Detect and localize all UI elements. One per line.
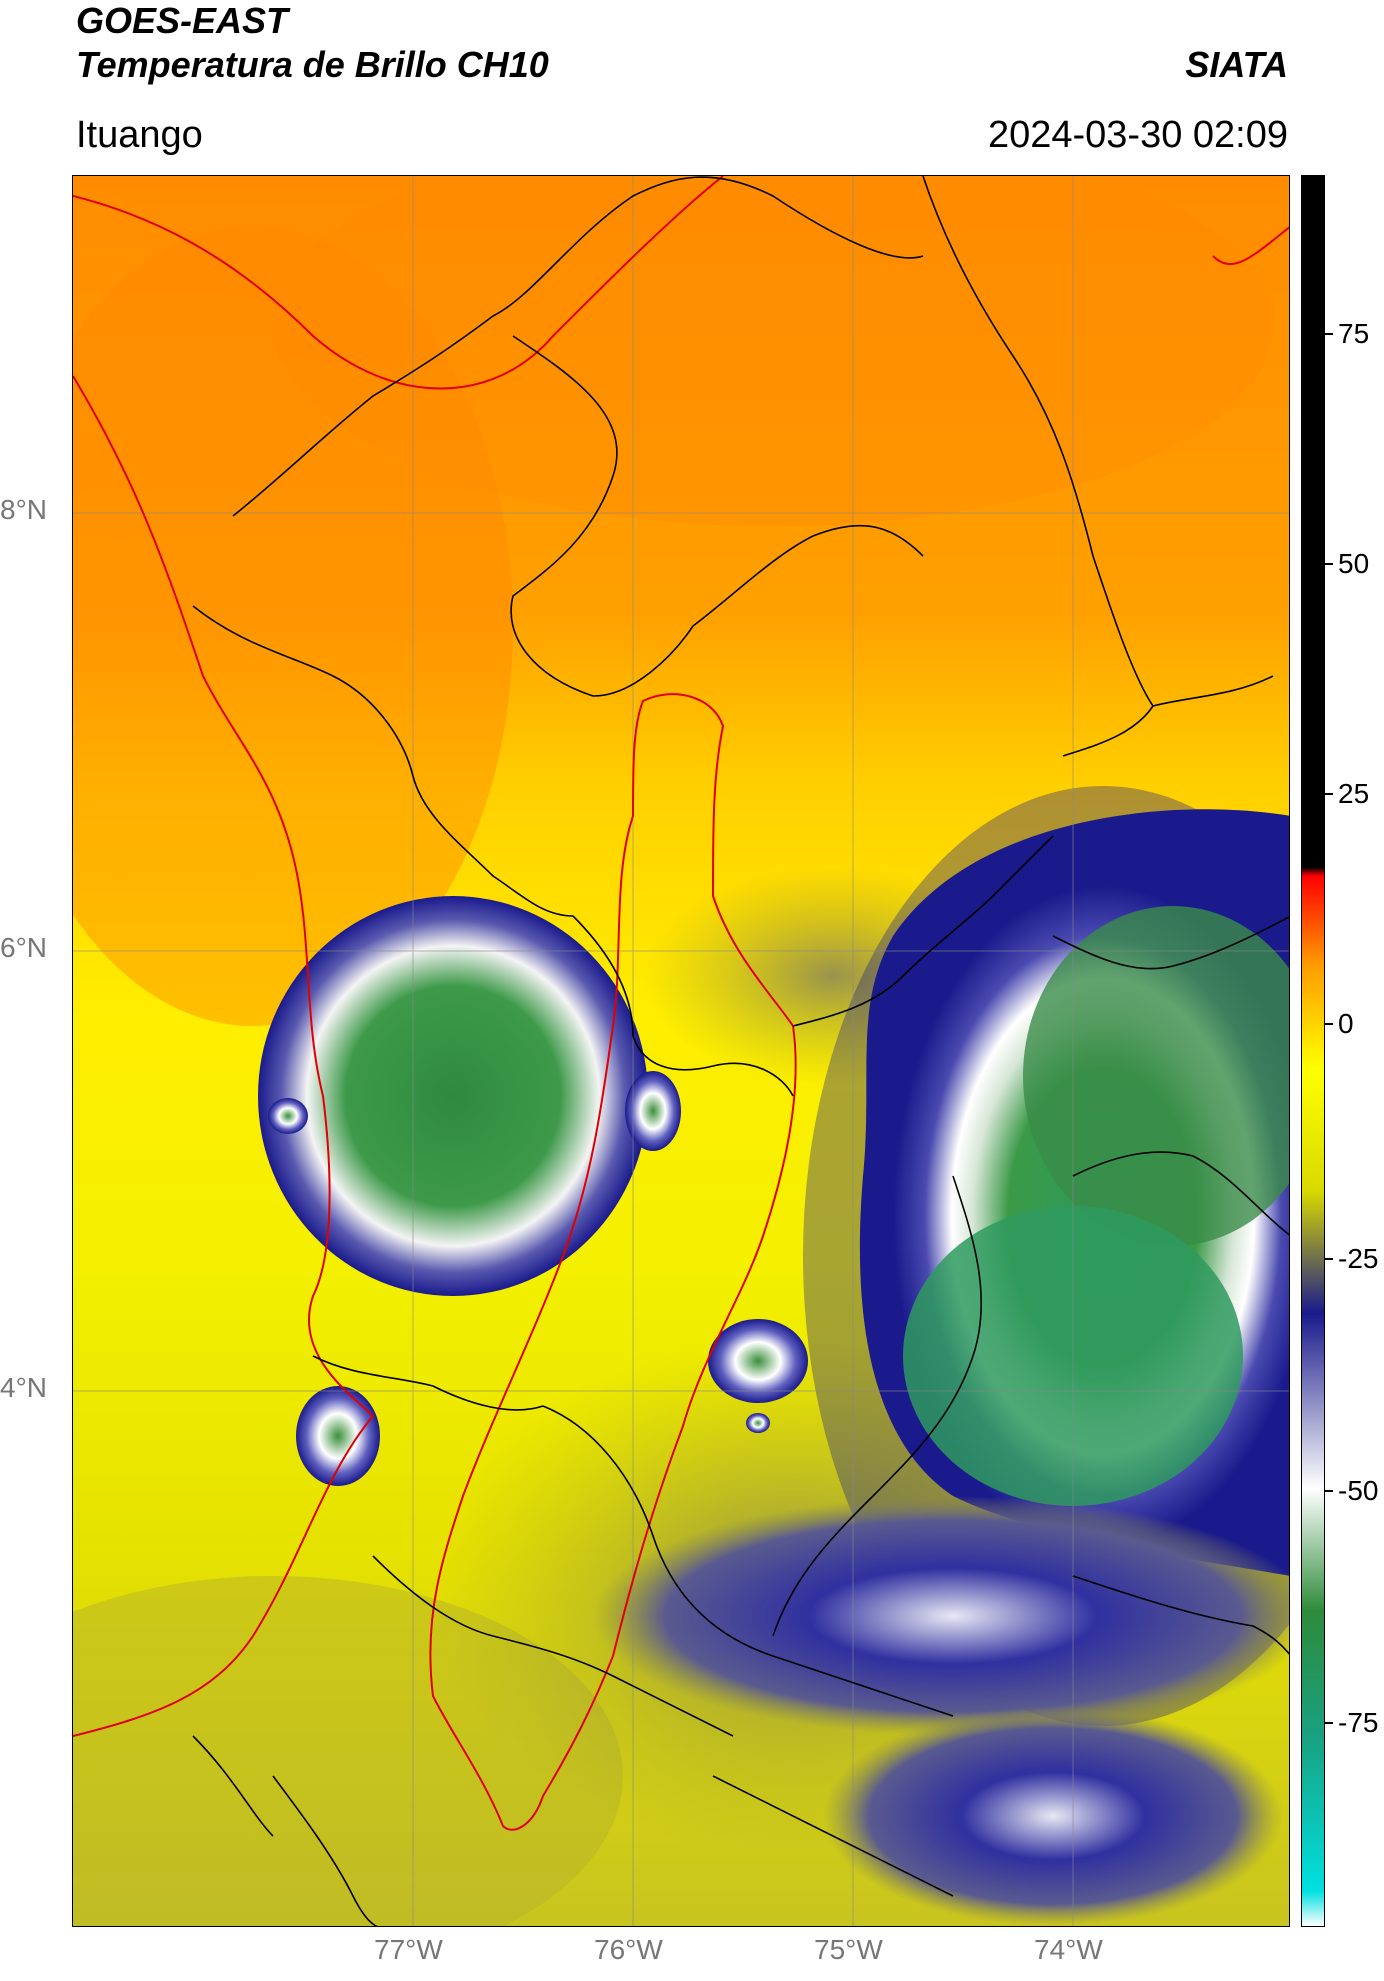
- colorbar-label: 0: [1338, 1008, 1354, 1039]
- datetime-label: 2024-03-30 02:09: [987, 114, 1288, 156]
- colorbar-label: -50: [1338, 1475, 1379, 1506]
- colorbar: [1301, 175, 1325, 1927]
- lon-label-77w: 77°W: [374, 1934, 443, 1965]
- location-label: Ituango: [76, 114, 203, 156]
- lon-label-74w: 74°W: [1034, 1934, 1103, 1965]
- lat-label-8n: 8°N: [0, 494, 47, 525]
- colorbar-label: 75: [1338, 318, 1370, 349]
- lon-label-76w: 76°W: [594, 1934, 663, 1965]
- colorbar-label: -75: [1338, 1707, 1379, 1738]
- satellite-map[interactable]: [72, 175, 1290, 1927]
- product-title: Temperatura de Brillo CH10: [76, 44, 549, 85]
- lat-label-6n: 6°N: [0, 932, 47, 963]
- colorbar-tick: [1325, 1490, 1333, 1492]
- colorbar-label: 25: [1338, 778, 1370, 809]
- colorbar-label: -25: [1338, 1243, 1379, 1274]
- colorbar-tick: [1325, 1258, 1333, 1260]
- colorbar-tick: [1325, 1023, 1333, 1025]
- colorbar-tick: [1325, 563, 1333, 565]
- colorbar-tick: [1325, 1722, 1333, 1724]
- colorbar-label: 50: [1338, 548, 1370, 579]
- lon-label-75w: 75°W: [814, 1934, 883, 1965]
- organization-label: SIATA: [1185, 44, 1288, 85]
- colorbar-tick: [1325, 333, 1333, 335]
- colorbar-tick: [1325, 793, 1333, 795]
- lat-label-4n: 4°N: [0, 1372, 47, 1403]
- satellite-title: GOES-EAST: [76, 0, 289, 41]
